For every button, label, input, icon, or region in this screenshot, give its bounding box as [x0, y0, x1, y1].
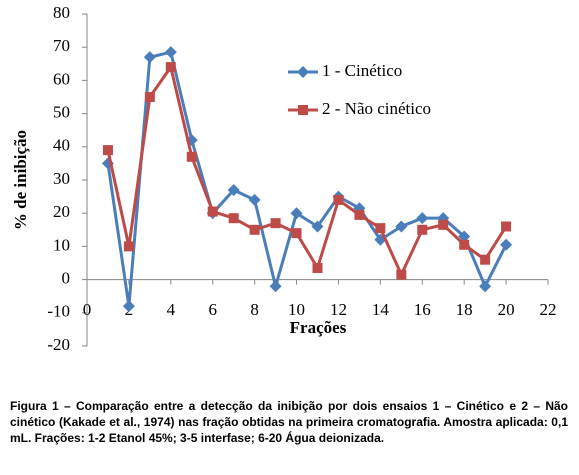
point: [480, 254, 491, 265]
x-tick-label: 20: [498, 300, 515, 319]
point: [500, 238, 513, 251]
x-tick-label: 12: [330, 300, 347, 319]
point: [248, 193, 261, 206]
y-tick-label: 50: [53, 103, 70, 122]
x-tick-label: 8: [250, 300, 259, 319]
point: [144, 92, 155, 102]
y-tick-label: 60: [53, 69, 70, 88]
x-tick-label: 18: [456, 300, 473, 319]
point: [416, 212, 429, 225]
y-tick-label: 0: [62, 269, 71, 288]
y-tick-label: 20: [53, 202, 70, 221]
point: [249, 224, 260, 235]
point: [290, 207, 303, 220]
point: [228, 213, 239, 224]
point: [291, 228, 302, 239]
point: [501, 221, 512, 232]
point: [143, 51, 156, 64]
legend-marker: [297, 66, 309, 78]
point: [311, 220, 324, 233]
legend-label: 2 - Não cinético: [322, 99, 431, 118]
point: [354, 209, 365, 220]
point: [417, 224, 428, 235]
x-tick-label: 4: [167, 300, 176, 319]
y-tick-label: -20: [47, 335, 70, 354]
point: [375, 223, 386, 234]
point: [269, 280, 282, 293]
legend-label: 1 - Cinético: [322, 61, 402, 80]
point: [186, 151, 197, 162]
point: [123, 241, 134, 252]
point: [459, 239, 470, 250]
y-axis-label: % de inibição: [11, 130, 30, 230]
y-tick-label: 70: [53, 36, 70, 55]
y-tick-label: 80: [53, 3, 70, 22]
y-tick-label: 40: [53, 136, 70, 155]
y-tick-label: 30: [53, 169, 70, 188]
chart: % de inibição Frações -20-10010203040506…: [11, 3, 557, 354]
point: [164, 46, 177, 59]
point: [396, 269, 407, 280]
x-tick-label: 10: [288, 300, 305, 319]
x-tick-label: 22: [540, 300, 557, 319]
point: [122, 300, 135, 313]
point: [312, 262, 323, 273]
x-tick-label: 6: [208, 300, 217, 319]
y-tick-label: -10: [47, 302, 70, 321]
point: [479, 280, 492, 293]
x-tick-label: 0: [83, 300, 92, 319]
point: [438, 219, 449, 230]
point: [458, 230, 471, 243]
point: [395, 220, 408, 233]
x-tick-label: 14: [372, 300, 390, 319]
series-line: [106, 63, 508, 279]
point: [165, 62, 176, 73]
series-line: [106, 50, 508, 307]
point: [207, 206, 218, 217]
figure-caption: Figura 1 – Comparação entre a detecção d…: [10, 399, 568, 445]
y-tick-label: 10: [53, 235, 70, 254]
legend-marker: [298, 105, 308, 115]
x-axis-label: Frações: [290, 318, 347, 337]
point: [270, 218, 281, 229]
point: [227, 183, 240, 196]
x-tick-label: 16: [414, 300, 431, 319]
point: [102, 145, 113, 156]
point: [333, 194, 344, 205]
